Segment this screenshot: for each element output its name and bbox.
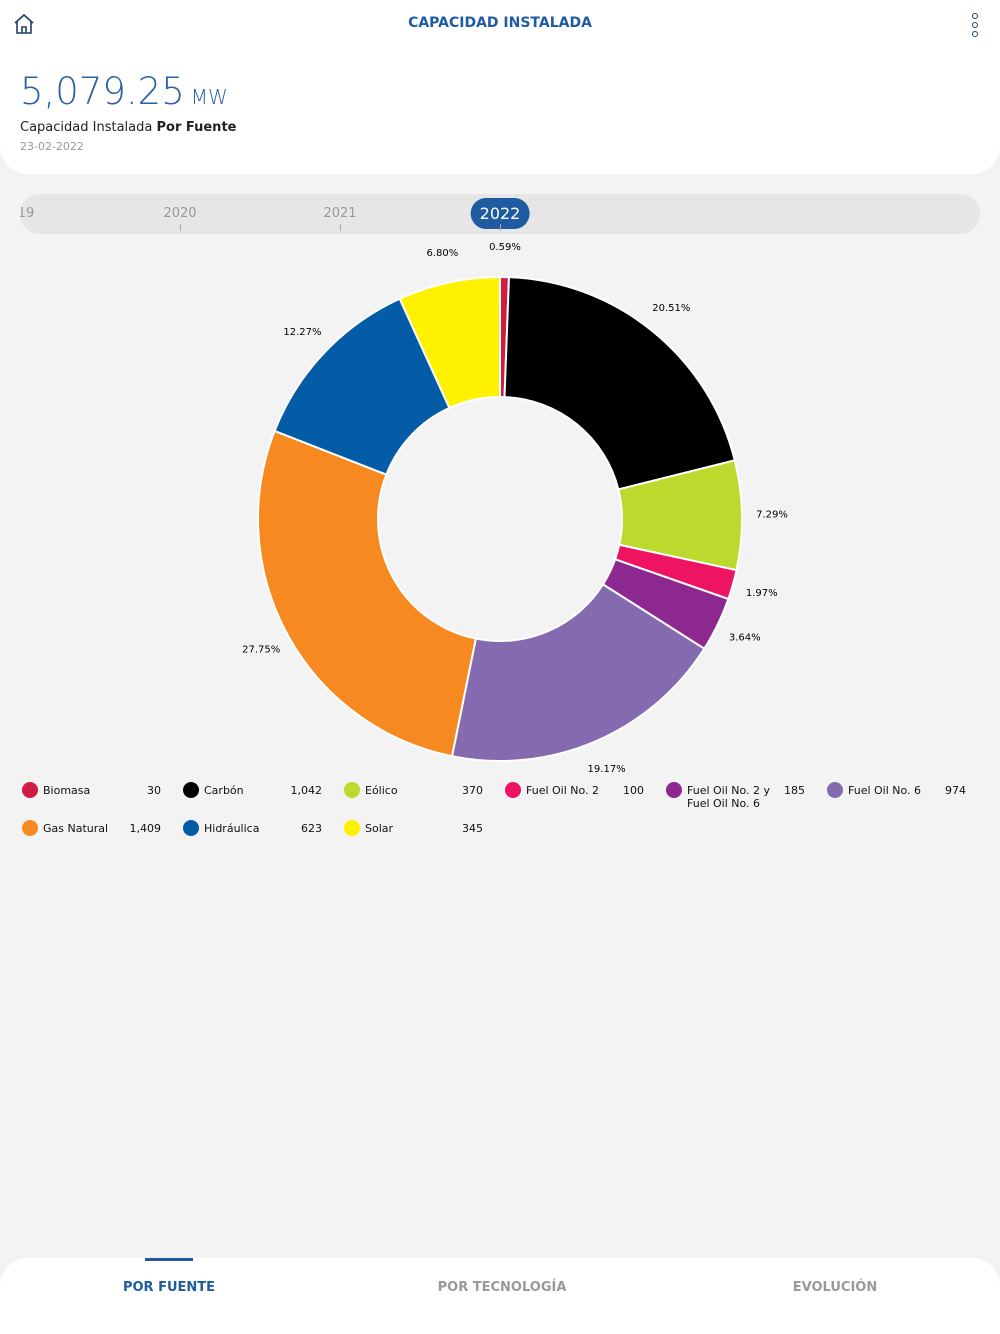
slice <box>257 429 477 758</box>
year[interactable]: 19 <box>20 206 35 221</box>
legend-name: Fuel Oil No. 2 y Fuel Oil No. 6 <box>687 784 771 810</box>
tab-indicator <box>145 1258 193 1261</box>
legend-swatch <box>344 820 360 836</box>
legend-name: Solar <box>365 822 394 835</box>
year-selector[interactable]: 19 2020 2021 2022 <box>20 194 980 234</box>
legend-swatch <box>22 820 38 836</box>
legend-value: 1,042 <box>290 784 323 797</box>
legend-name: Carbón <box>204 784 244 797</box>
slice <box>398 275 501 410</box>
legend-name: Eólico <box>365 784 398 797</box>
legend-value: 100 <box>623 784 644 797</box>
legend-value: 345 <box>462 822 483 835</box>
unit: MW <box>190 85 228 109</box>
label-bold: Por Fuente <box>156 120 237 135</box>
title: CAPACIDAD INSTALADA <box>408 15 592 31</box>
legend-name: Gas Natural <box>43 822 109 835</box>
legend-name: Fuel Oil No. 2 <box>526 784 600 797</box>
tab[interactable]: EVOLUCIÓN <box>792 1280 878 1295</box>
year[interactable]: 2022 <box>470 198 530 229</box>
legend-swatch <box>827 782 843 798</box>
year[interactable]: 2021 <box>323 206 357 221</box>
tab[interactable]: POR TECNOLOGÍA <box>437 1280 567 1295</box>
slice-label: 20.51% <box>652 303 690 314</box>
legend-swatch <box>344 782 360 798</box>
tab-bar: POR FUENTE POR TECNOLOGÍA EVOLUCIÓN <box>0 1258 1000 1334</box>
legend-value: 974 <box>945 784 966 797</box>
donut-chart: 0.59% 20.51% 7.29% 1.97% 3.64% 19.17% 27.75% 12… <box>242 242 788 775</box>
legend-value: 185 <box>784 784 805 797</box>
legend-value: 1,409 <box>129 822 162 835</box>
slice <box>503 276 736 491</box>
legend-swatch <box>183 782 199 798</box>
legend-value: 30 <box>147 784 161 797</box>
slice-label: 27.75% <box>242 644 280 655</box>
legend-value: 623 <box>301 822 322 835</box>
slice-label: 6.80% <box>426 248 458 259</box>
menu-button[interactable] <box>968 12 982 38</box>
legend-name: Hidráulica <box>204 822 260 835</box>
total-value: 5,079.25 <box>20 70 185 113</box>
slice-label: 12.27% <box>283 327 321 338</box>
year-tick <box>180 224 181 231</box>
slice <box>450 583 706 762</box>
legend-swatch <box>666 782 682 798</box>
year-tick <box>500 224 501 231</box>
legend-swatch <box>183 820 199 836</box>
subtitle: Capacidad Instalada Por Fuente <box>20 120 236 135</box>
slice-label: 1.97% <box>746 588 778 599</box>
date: 23-02-2022 <box>20 140 84 153</box>
legend-swatch <box>505 782 521 798</box>
slice-label: 7.29% <box>756 510 788 521</box>
total: 5,079.25 MW <box>20 70 228 113</box>
slice-label: 19.17% <box>588 764 626 775</box>
legend-name: Biomasa <box>43 784 91 797</box>
tab[interactable]: POR FUENTE <box>122 1280 216 1295</box>
slice-label: 3.64% <box>729 633 761 644</box>
legend-swatch <box>22 782 38 798</box>
header: CAPACIDAD INSTALADA 5,079.25 MW Capacidad… <box>0 0 1000 174</box>
slice-label: 0.59% <box>489 242 521 253</box>
year[interactable]: 2020 <box>163 206 197 221</box>
label: Capacidad Instalada <box>20 120 153 135</box>
year-tick <box>340 224 341 231</box>
home-button[interactable] <box>12 12 36 36</box>
legend-value: 370 <box>462 784 483 797</box>
legend-name: Fuel Oil No. 6 <box>848 784 922 797</box>
